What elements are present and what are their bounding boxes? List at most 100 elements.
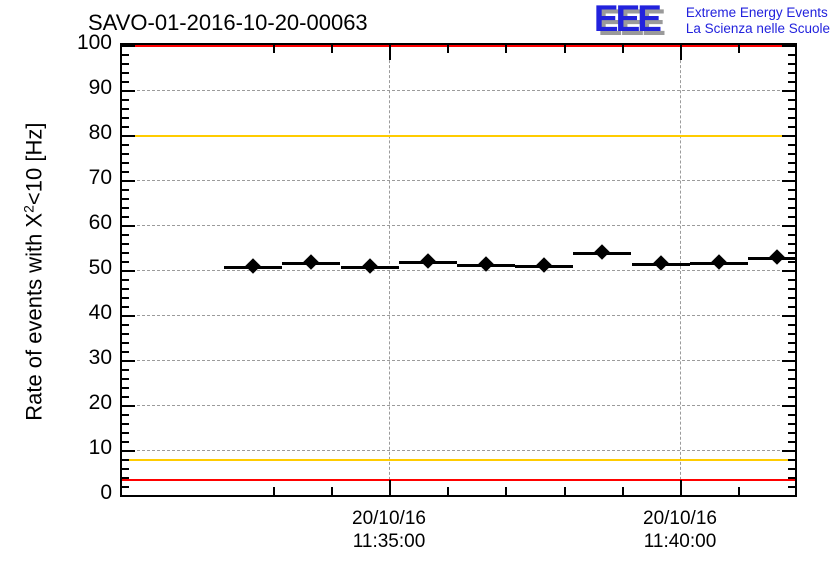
y-tick-major-right [782,45,795,47]
data-point-marker [652,255,669,272]
y-tick-minor [122,216,129,218]
grid-line-vertical [389,45,390,495]
y-tick-minor-right [788,198,795,200]
y-tick-minor [122,252,129,254]
y-tick-label: 50 [88,256,112,279]
x-tick-major-top [389,45,391,60]
x-tick-label-time: 11:40:00 [643,531,717,552]
y-tick-minor [122,171,129,173]
y-tick-minor [122,423,129,425]
grid-line-horizontal [122,405,795,406]
y-tick-minor-right [788,216,795,218]
y-tick-minor-right [788,378,795,380]
y-tick-minor [122,297,129,299]
y-tick-minor [122,468,129,470]
y-tick-minor-right [788,54,795,56]
y-tick-minor-right [788,459,795,461]
x-tick-label-date: 20/10/16 [643,508,717,529]
y-tick-label: 20 [88,391,112,414]
y-tick-minor [122,243,129,245]
y-tick-minor [122,99,129,101]
x-tick-label-date: 20/10/16 [352,508,426,529]
x-tick-major [389,480,391,495]
y-tick-label: 0 [100,481,112,504]
y-tick-major [122,270,135,272]
y-tick-minor-right [788,234,795,236]
y-tick-minor [122,144,129,146]
y-tick-minor-right [788,387,795,389]
x-tick-minor-top [447,45,450,53]
y-tick-minor-right [788,252,795,254]
y-tick-minor [122,387,129,389]
x-tick-minor [563,487,566,495]
data-point-marker [711,254,727,270]
y-tick-minor-right [788,423,795,425]
y-tick-minor-right [788,261,795,263]
x-tick-minor-top [330,45,333,53]
y-axis-title-suffix: <10 [Hz] [21,122,47,206]
x-tick-minor-top [738,45,741,53]
x-tick-minor [330,487,333,495]
y-tick-minor [122,207,129,209]
y-tick-major-right [782,315,795,317]
grid-line-horizontal [122,315,795,316]
y-tick-major [122,45,135,47]
y-tick-major-right [782,450,795,452]
y-tick-major [122,405,135,407]
y-tick-minor [122,477,129,479]
y-tick-minor [122,261,129,263]
y-tick-label: 100 [76,31,112,54]
y-tick-major-right [782,360,795,362]
y-tick-major [122,180,135,182]
data-point-marker [594,244,611,260]
y-tick-major-right [782,135,795,137]
y-tick-major-right [782,225,795,227]
eee-logo-shadow: EEE [597,2,666,43]
x-tick-minor [505,487,508,495]
x-tick-minor [621,487,624,495]
y-tick-minor [122,342,129,344]
grid-line-horizontal [122,270,795,271]
y-tick-minor-right [788,297,795,299]
grid-line-horizontal [122,225,795,226]
x-tick-minor-top [563,45,566,53]
y-tick-minor [122,369,129,371]
y-tick-minor-right [788,162,795,164]
y-axis-title: Rate of events with X2<10 [Hz] [20,42,47,502]
data-point-marker [420,252,436,269]
y-tick-minor-right [788,63,795,65]
y-tick-minor-right [788,243,795,245]
y-tick-minor-right [788,288,795,290]
y-tick-minor-right [788,108,795,110]
y-tick-minor-right [788,189,795,191]
y-tick-minor [122,414,129,416]
y-tick-minor [122,81,129,83]
y-tick-minor-right [788,324,795,326]
grid-line-horizontal [122,180,795,181]
data-point-marker [769,248,785,265]
x-tick-major-top [680,45,682,60]
y-tick-label: 60 [88,211,112,234]
y-tick-minor [122,63,129,65]
y-tick-minor-right [788,486,795,488]
y-tick-major [122,225,135,227]
y-tick-minor [122,279,129,281]
y-tick-minor [122,72,129,74]
y-tick-minor [122,324,129,326]
x-tick-minor-top [621,45,624,53]
y-tick-minor-right [788,342,795,344]
plot-area [122,45,795,495]
y-tick-major-right [782,90,795,92]
y-tick-minor-right [788,351,795,353]
x-tick-label: 20/10/16 11:40:00 [643,507,717,553]
y-tick-minor-right [788,468,795,470]
y-tick-minor-right [788,117,795,119]
grid-line-horizontal [122,450,795,451]
y-tick-minor-right [788,396,795,398]
data-point-marker [303,254,320,270]
y-tick-minor [122,126,129,128]
x-tick-minor-top [505,45,508,53]
y-tick-minor-right [788,333,795,335]
y-tick-minor-right [788,414,795,416]
y-tick-minor [122,441,129,443]
